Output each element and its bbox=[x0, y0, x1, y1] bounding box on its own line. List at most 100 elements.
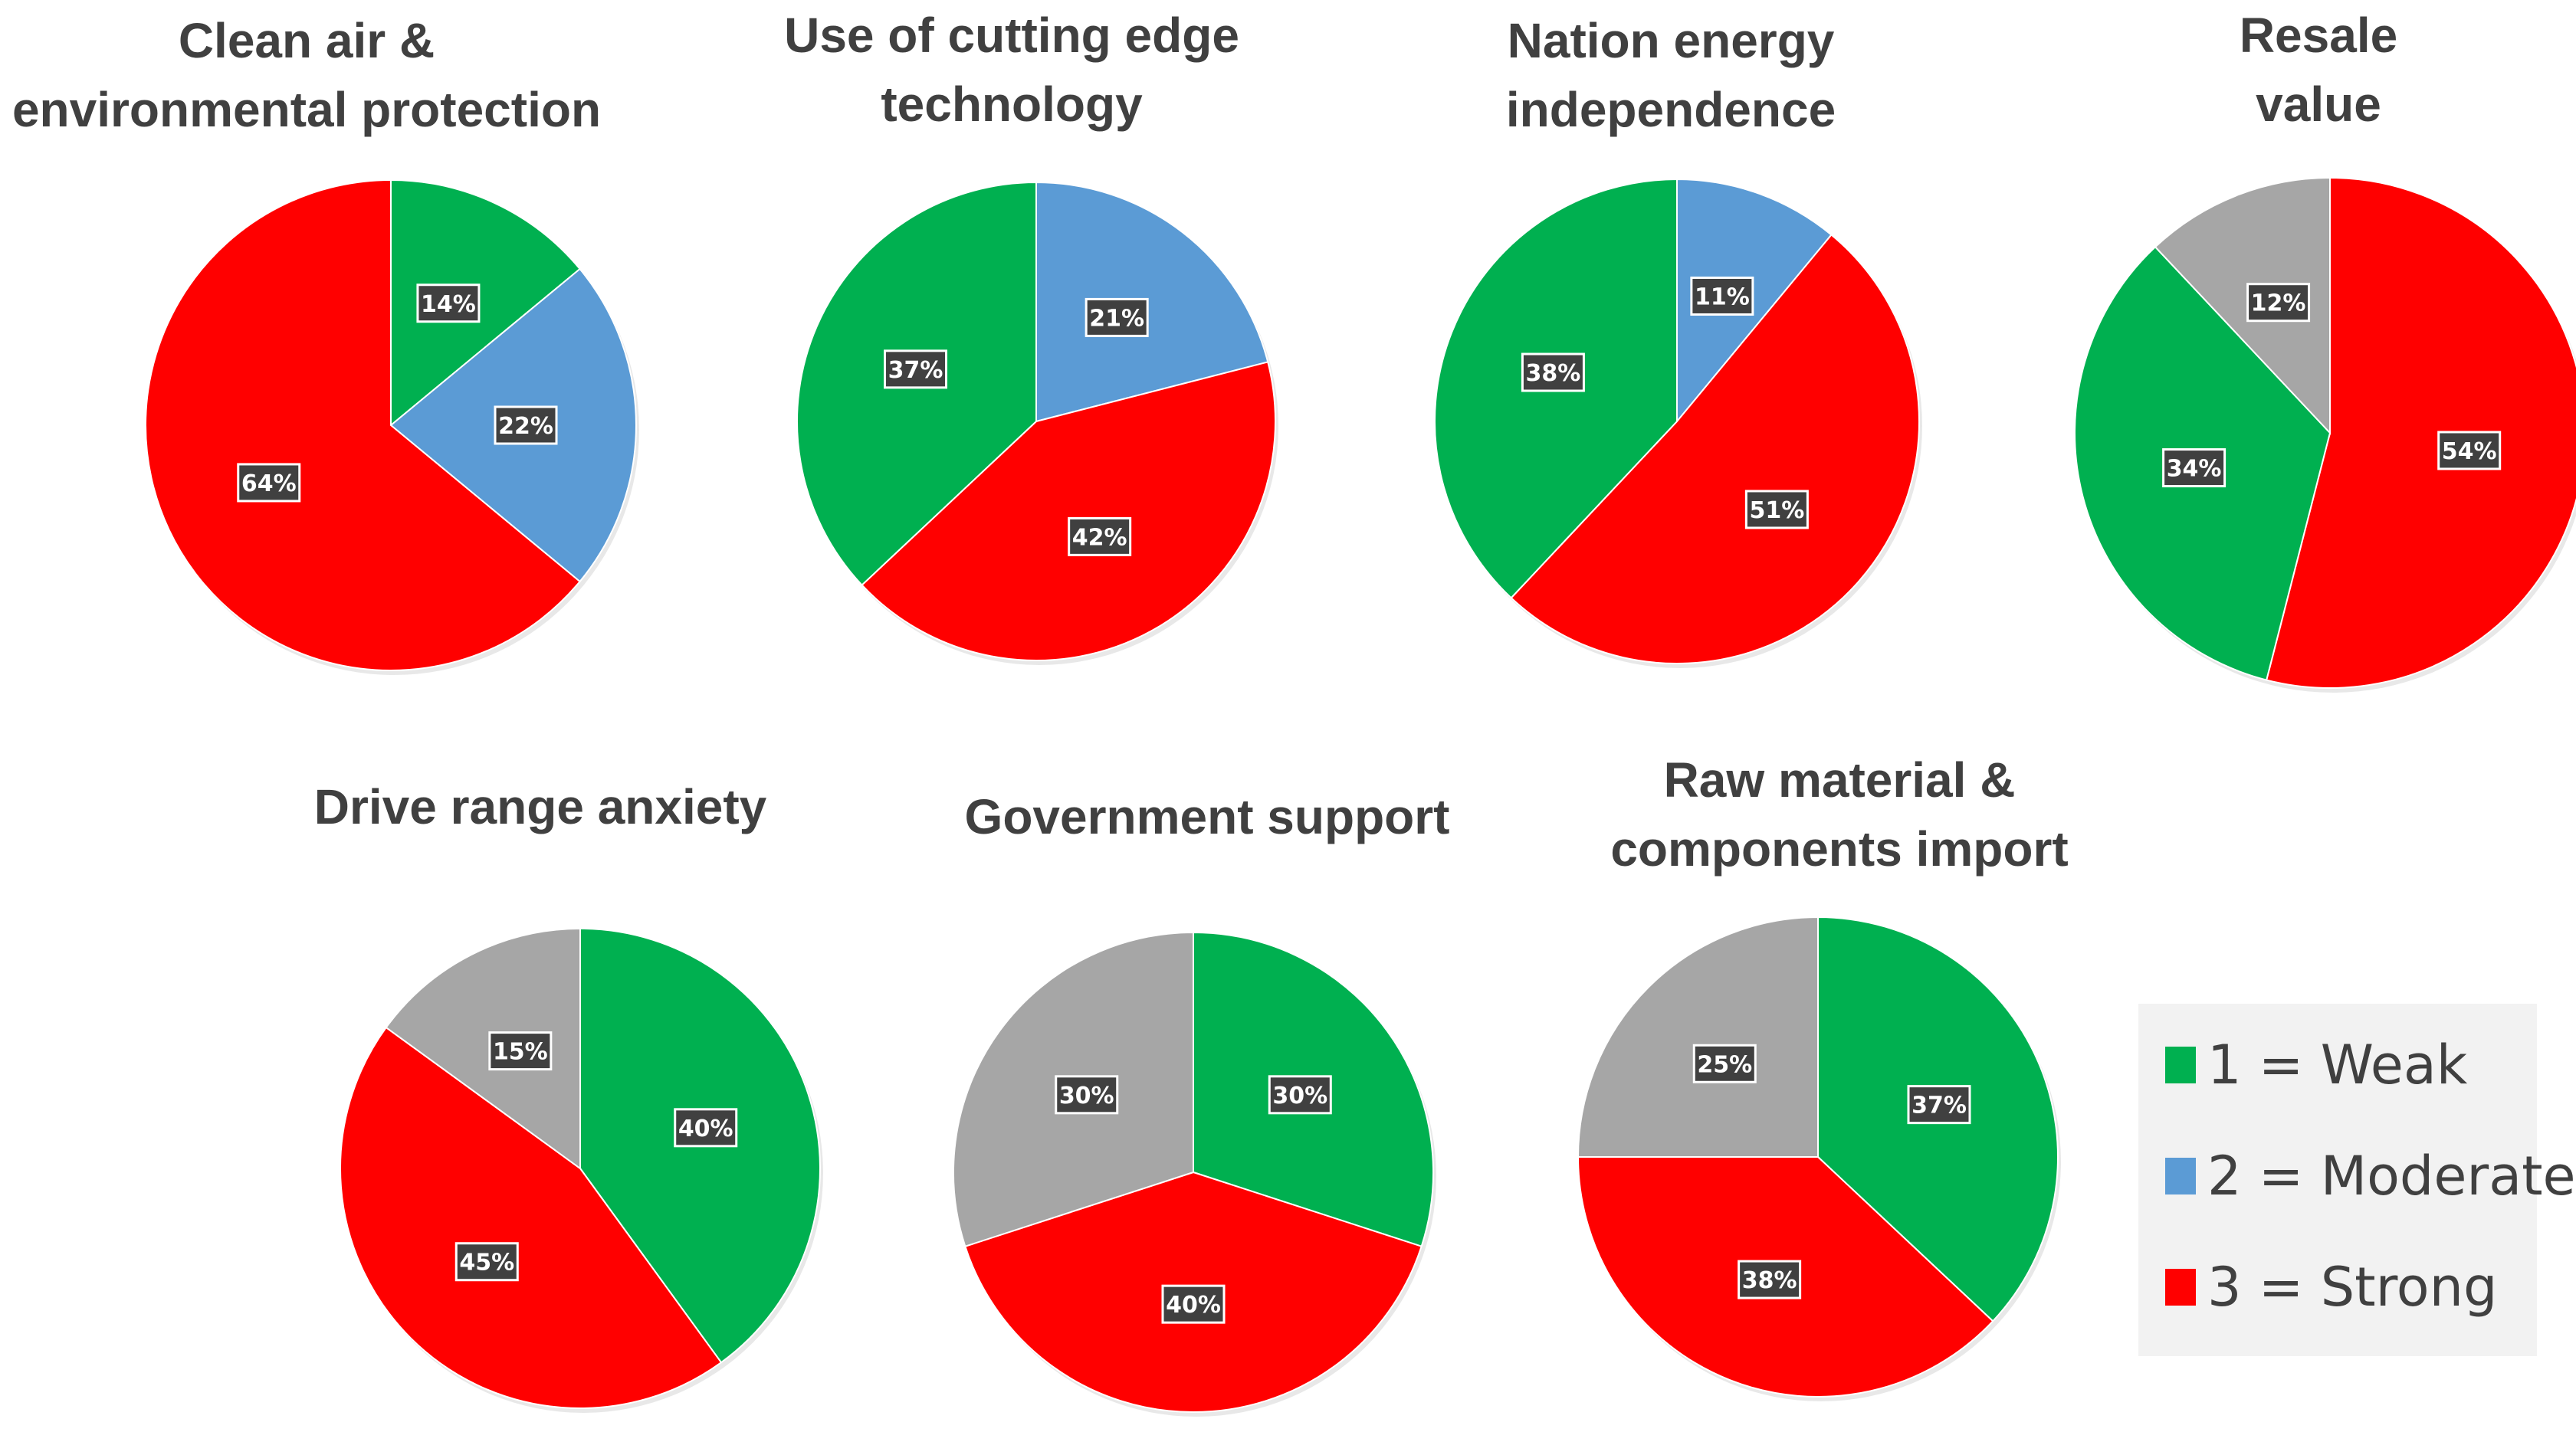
pie-slice-moderate bbox=[1676, 178, 1833, 424]
data-label: 54% bbox=[2437, 431, 2502, 470]
data-label: 38% bbox=[1738, 1260, 1802, 1299]
data-label-box bbox=[1907, 1085, 1971, 1125]
data-label-text: 51% bbox=[1749, 497, 1804, 524]
data-label-box bbox=[2437, 431, 2502, 470]
data-label-box bbox=[416, 283, 481, 323]
data-label-box bbox=[237, 463, 301, 503]
data-label-text: 15% bbox=[493, 1039, 548, 1066]
data-label: 30% bbox=[1055, 1075, 1119, 1115]
data-label: 64% bbox=[237, 463, 301, 503]
legend: 1 = Weak 2 = Moderate 3 = Strong bbox=[2138, 1004, 2576, 1356]
data-label-box bbox=[1268, 1075, 1332, 1115]
pie-slice-none bbox=[385, 927, 581, 1170]
data-label-text: 64% bbox=[241, 470, 297, 497]
chart-title-line: components import bbox=[1610, 821, 2068, 877]
data-label-text: 12% bbox=[2251, 290, 2306, 317]
data-label-text: 54% bbox=[2442, 438, 2497, 465]
data-label: 15% bbox=[488, 1031, 553, 1071]
pie-chart-1: Clean air & environmental protection 14% 22… bbox=[12, 13, 639, 675]
data-label-box bbox=[674, 1108, 738, 1148]
data-label-box bbox=[494, 405, 558, 445]
data-label-text: 37% bbox=[888, 357, 943, 384]
data-label: 45% bbox=[454, 1242, 519, 1282]
pie-slice-strong bbox=[2265, 176, 2576, 689]
data-label-box bbox=[1068, 516, 1132, 556]
legend-label-weak: 1 = Weak bbox=[2207, 1034, 2468, 1096]
chart-title-line: Raw material & bbox=[1664, 752, 2016, 808]
data-label-box bbox=[1161, 1284, 1226, 1324]
data-label: 22% bbox=[494, 405, 558, 445]
data-label-box bbox=[454, 1242, 519, 1282]
chart-title-line: Clean air & bbox=[179, 13, 435, 68]
data-label-text: 37% bbox=[1911, 1093, 1967, 1119]
data-label: 40% bbox=[1161, 1284, 1226, 1324]
chart-title-line: Government support bbox=[965, 789, 1450, 844]
data-label-text: 30% bbox=[1059, 1083, 1114, 1109]
pie-slice-strong bbox=[861, 361, 1276, 661]
legend-swatch-moderate bbox=[2165, 1158, 2196, 1194]
data-label-text: 38% bbox=[1742, 1267, 1797, 1294]
data-label: 14% bbox=[416, 283, 481, 323]
pie-chart-2: Use of cutting edge technology 21% 42% 37% bbox=[784, 8, 1278, 665]
data-label-box bbox=[1744, 490, 1809, 529]
data-label-text: 30% bbox=[1272, 1083, 1327, 1109]
chart-title-line: independence bbox=[1506, 82, 1836, 137]
data-label-text: 42% bbox=[1072, 524, 1127, 551]
data-label-box bbox=[488, 1031, 553, 1071]
pie-slice-weak bbox=[390, 179, 581, 428]
data-label-text: 11% bbox=[1695, 283, 1750, 310]
data-label-text: 34% bbox=[2167, 456, 2222, 483]
charts-layer: Clean air & environmental protection 14% 22… bbox=[12, 8, 2576, 1417]
data-label-text: 38% bbox=[1525, 360, 1580, 387]
data-label: 42% bbox=[1068, 516, 1132, 556]
data-label: 38% bbox=[1521, 352, 1585, 392]
data-label-text: 14% bbox=[421, 291, 476, 318]
chart-title-line: Resale bbox=[2240, 8, 2397, 63]
pie-chart-7: Raw material & components import 37% 38% 25% bbox=[1577, 752, 2069, 1401]
legend-background bbox=[2138, 1004, 2537, 1356]
chart-title-line: Use of cutting edge bbox=[784, 8, 1239, 63]
pie-slice-strong bbox=[340, 1026, 723, 1409]
pie-slice-none bbox=[1577, 916, 1819, 1158]
pie-slice-moderate bbox=[1035, 181, 1269, 423]
data-label: 37% bbox=[1907, 1085, 1971, 1125]
data-label-text: 22% bbox=[498, 413, 553, 440]
pie-slice-strong bbox=[1510, 234, 1920, 664]
data-label-box bbox=[1738, 1260, 1802, 1299]
data-label-text: 21% bbox=[1089, 305, 1144, 332]
data-label-box bbox=[884, 349, 948, 389]
data-label-text: 40% bbox=[678, 1116, 733, 1142]
data-label-text: 40% bbox=[1166, 1292, 1221, 1319]
data-label: 12% bbox=[2246, 283, 2311, 323]
data-label-box bbox=[1692, 1044, 1757, 1083]
data-label-box bbox=[1521, 352, 1585, 392]
data-label: 51% bbox=[1744, 490, 1809, 529]
data-label-text: 25% bbox=[1697, 1051, 1752, 1078]
pie-chart-5: Drive range anxiety 40% 45% 15% bbox=[314, 779, 823, 1413]
data-label: 25% bbox=[1692, 1044, 1757, 1083]
data-label: 40% bbox=[674, 1108, 738, 1148]
data-label: 30% bbox=[1268, 1075, 1332, 1115]
pie-chart-3: Nation energy independence 11% 51% 38% bbox=[1434, 13, 1922, 668]
chart-title-line: value bbox=[2256, 77, 2381, 132]
legend-label-moderate: 2 = Moderate bbox=[2207, 1145, 2576, 1208]
pie-chart-6: Government support 30% 40% 30% bbox=[953, 789, 1449, 1417]
chart-title-line: technology bbox=[881, 77, 1143, 132]
data-label: 34% bbox=[2162, 448, 2227, 488]
pie-slice-strong bbox=[145, 179, 581, 671]
data-label-text: 45% bbox=[459, 1250, 514, 1276]
chart-title-line: Drive range anxiety bbox=[314, 779, 767, 834]
data-label-box bbox=[2162, 448, 2227, 488]
chart-title-line: environmental protection bbox=[12, 82, 601, 137]
legend-swatch-weak bbox=[2165, 1047, 2196, 1083]
data-label-box bbox=[1085, 297, 1149, 337]
data-label-box bbox=[1690, 276, 1754, 316]
data-label: 37% bbox=[884, 349, 948, 389]
pie-slice-none bbox=[2154, 176, 2331, 435]
pie-chart-4: Resale value 54% 34% 12% bbox=[2074, 8, 2576, 693]
legend-label-strong: 3 = Strong bbox=[2207, 1256, 2497, 1319]
data-label-box bbox=[2246, 283, 2311, 323]
chart-title-line: Nation energy bbox=[1508, 13, 1835, 68]
data-label: 11% bbox=[1690, 276, 1754, 316]
